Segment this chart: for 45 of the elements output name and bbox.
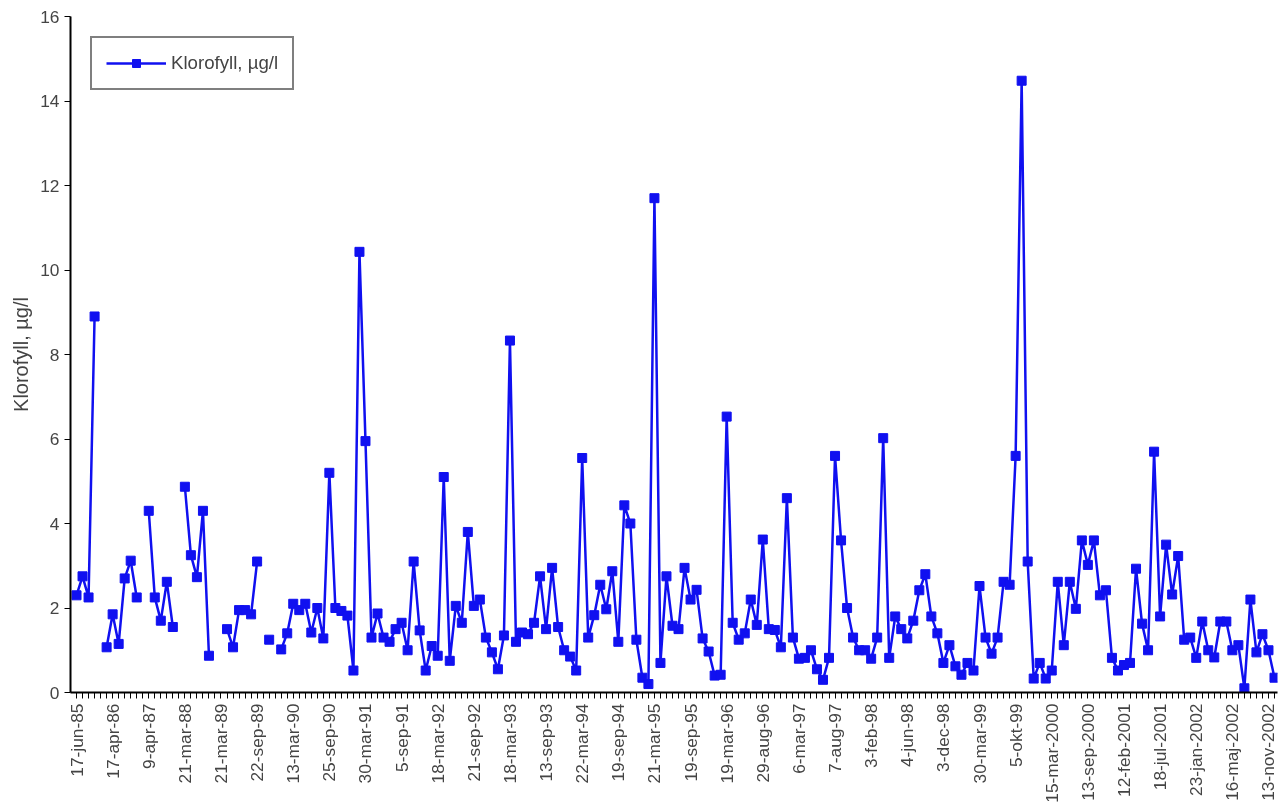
y-tick-label: 0	[49, 682, 60, 703]
x-tick-label: 22-sep-89	[247, 703, 268, 782]
x-tick-label: 19-mar-96	[716, 703, 737, 784]
x-tick-label: 13-nov-2002	[1258, 703, 1279, 801]
x-tick-label: 3-feb-98	[861, 703, 882, 769]
x-tick-label: 16-maj-2002	[1222, 703, 1243, 801]
y-tick-label: 16	[40, 6, 60, 27]
x-tick-label: 4-jun-98	[897, 703, 918, 768]
x-tick-label: 21-sep-92	[463, 703, 484, 782]
x-tick-label: 12-feb-2001	[1113, 703, 1134, 797]
x-tick-label: 22-mar-94	[572, 703, 593, 784]
x-tick-label: 30-mar-99	[969, 703, 990, 784]
y-tick-label: 8	[49, 344, 60, 365]
x-tick-label: 18-jul-2001	[1150, 703, 1171, 791]
x-tick-label: 3-dec-98	[933, 703, 954, 772]
x-tick-label: 18-mar-92	[427, 703, 448, 784]
x-tick-label: 25-sep-90	[319, 703, 340, 782]
x-tick-label: 13-mar-90	[283, 703, 304, 784]
y-tick-label: 2	[49, 598, 60, 618]
x-tick-label: 19-sep-94	[608, 703, 629, 782]
y-axis-title: Klorofyll, µg/l	[10, 297, 33, 412]
x-tick-label: 5-okt-99	[1005, 703, 1026, 768]
x-tick-label: 7-aug-97	[825, 703, 846, 773]
x-tick-label: 29-aug-96	[752, 703, 773, 783]
x-tick-label: 18-mar-93	[499, 703, 520, 784]
x-tick-label: 5-sep-91	[391, 703, 412, 772]
y-tick-label: 4	[49, 513, 60, 534]
x-tick-label: 13-sep-2000	[1077, 703, 1098, 801]
x-tick-label: 21-mar-95	[644, 703, 665, 784]
x-tick-label: 17-jun-85	[66, 703, 87, 777]
y-tick-label: 6	[49, 429, 60, 449]
legend-label: Klorofyll, µg/l	[171, 52, 279, 74]
x-tick-label: 6-mar-97	[788, 703, 809, 774]
y-tick-label: 14	[40, 91, 60, 111]
y-tick-label: 10	[40, 260, 60, 280]
y-tick-label: 12	[40, 175, 60, 196]
x-tick-label: 21-mar-88	[174, 703, 195, 784]
x-tick-label: 13-sep-93	[536, 703, 557, 782]
x-tick-label: 30-mar-91	[355, 703, 376, 784]
x-tick-label: 9-apr-87	[138, 703, 159, 769]
x-tick-label: 15-mar-2000	[1041, 703, 1062, 803]
x-tick-label: 23-jan-2002	[1186, 703, 1207, 796]
x-tick-label: 17-apr-86	[102, 703, 123, 779]
x-tick-label: 19-sep-95	[680, 703, 701, 782]
x-tick-label: 21-mar-89	[211, 703, 231, 784]
